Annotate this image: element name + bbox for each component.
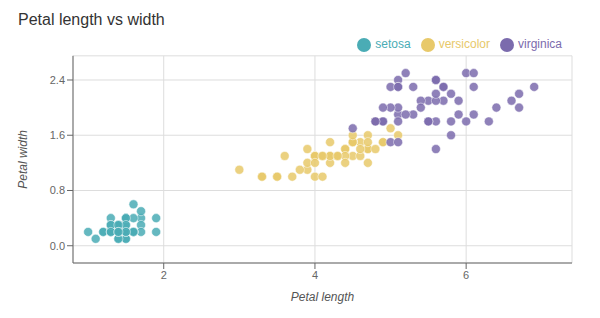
html-text:setosa: setosa	[375, 37, 411, 51]
html-text:versicolor: versicolor	[438, 37, 490, 51]
svg-text:0.0: 0.0	[50, 240, 65, 252]
svg-text:6: 6	[463, 269, 469, 281]
html-text:Petal length vs width: Petal length vs width	[18, 11, 165, 28]
svg-text:0.8: 0.8	[50, 184, 65, 196]
svg-text:2.4: 2.4	[50, 74, 65, 86]
svg-text:2: 2	[161, 269, 167, 281]
svg-text:4: 4	[312, 269, 318, 281]
svg-text:Petal length: Petal length	[291, 290, 355, 304]
html-text:virginica: virginica	[518, 37, 562, 51]
svg-text:1.6: 1.6	[50, 129, 65, 141]
svg-text:Petal width: Petal width	[16, 130, 30, 189]
